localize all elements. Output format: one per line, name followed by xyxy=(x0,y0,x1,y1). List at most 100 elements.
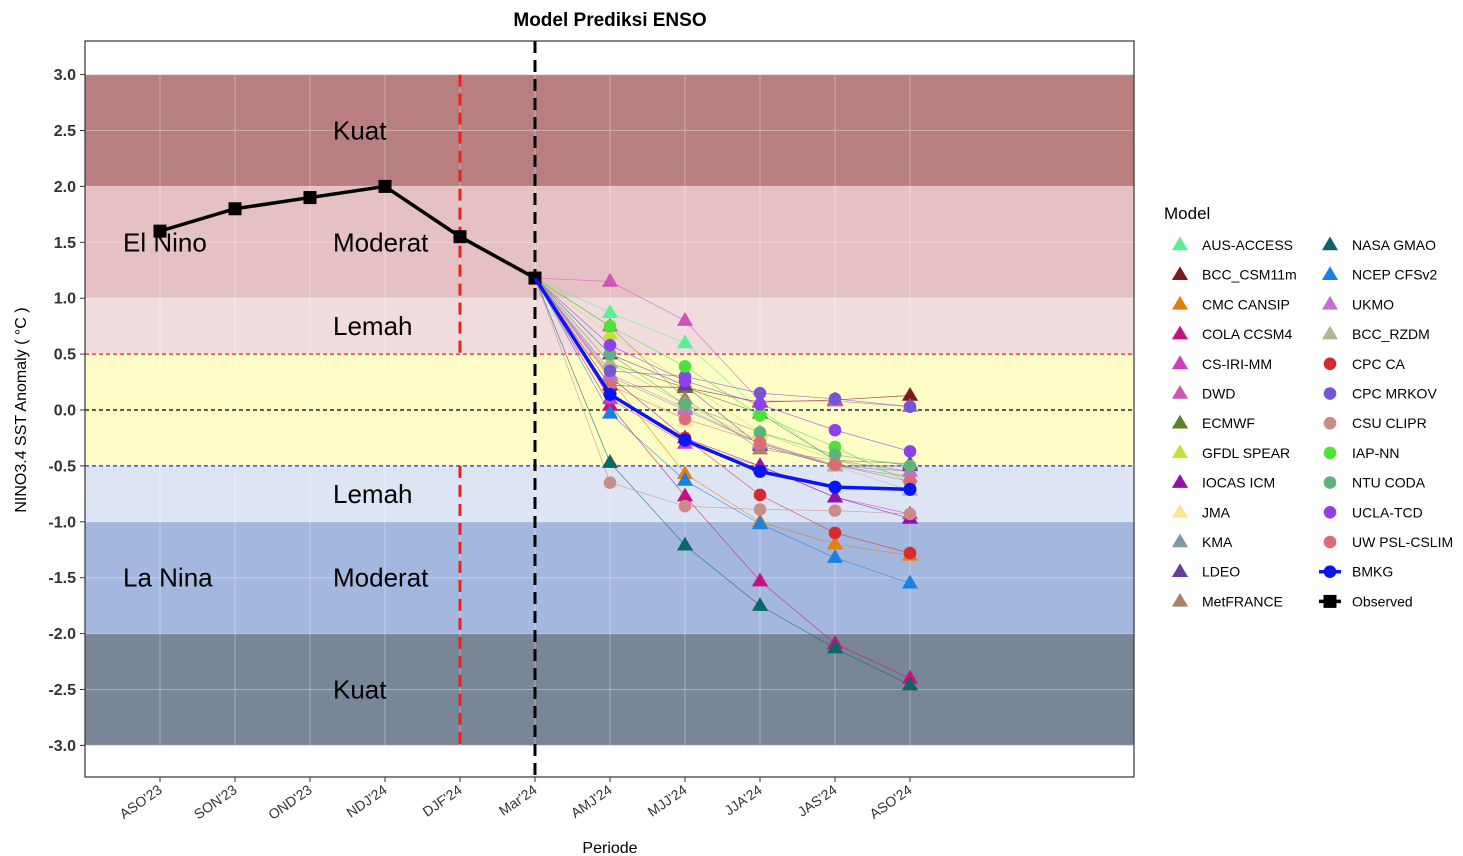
legend-item: DWD xyxy=(1171,385,1235,402)
legend-label: CPC MRKOV xyxy=(1352,386,1437,402)
model-point xyxy=(751,515,769,530)
legend-label: CSU CLIPR xyxy=(1352,415,1427,431)
x-tick-label: DJF'24 xyxy=(420,781,465,819)
model-series-line xyxy=(534,277,911,407)
model-point xyxy=(678,398,692,411)
legend-marker xyxy=(1171,563,1189,577)
y-axis: 3.0 2.5 2.0 1.5 1.0 0.5 0.0 -0.5 -1.0 -1.5 -2.0 -2.… xyxy=(48,67,85,755)
y-tick-label: 2.0 xyxy=(54,179,76,196)
model-point xyxy=(901,676,919,691)
legend-marker xyxy=(1171,295,1189,310)
model-point xyxy=(601,404,619,419)
model-point xyxy=(676,471,694,486)
legend-marker xyxy=(1323,565,1337,578)
model-point xyxy=(603,476,617,489)
category-band xyxy=(85,521,1134,634)
legend-item: CMC CANSIP xyxy=(1171,295,1290,312)
legend-marker xyxy=(1171,414,1189,429)
bmkg-point xyxy=(678,433,692,447)
legend-item: CS-IRI-MM xyxy=(1171,355,1272,372)
model-point xyxy=(826,639,844,654)
observed-point xyxy=(228,202,242,216)
legend-marker xyxy=(1323,387,1337,400)
model-point xyxy=(603,347,617,361)
legend-marker xyxy=(1321,295,1339,310)
model-point xyxy=(901,574,919,589)
bmkg-point xyxy=(828,480,842,494)
legend-item: JMA xyxy=(1171,503,1231,520)
model-point xyxy=(828,504,842,517)
legend-item: KMA xyxy=(1171,533,1233,550)
legend-marker xyxy=(1171,533,1189,548)
legend-marker xyxy=(1323,535,1337,549)
model-point xyxy=(828,392,842,406)
legend-item: COLA CCSM4 xyxy=(1171,325,1292,342)
model-point xyxy=(678,499,692,513)
legend-label: UCLA-TCD xyxy=(1352,504,1423,520)
x-tick-label: SON'23 xyxy=(191,781,240,822)
legend-marker xyxy=(1321,325,1339,340)
legend-item: AUS-ACCESS xyxy=(1171,236,1293,253)
legend-marker xyxy=(1171,503,1189,518)
observed-point xyxy=(303,191,317,205)
model-series-line xyxy=(534,277,911,556)
legend-item: MetFRANCE xyxy=(1171,592,1283,609)
model-point xyxy=(601,272,619,287)
model-point xyxy=(903,445,917,458)
model-point xyxy=(826,535,844,550)
model-point xyxy=(903,507,917,521)
band-label: La Nina xyxy=(123,563,213,593)
model-point xyxy=(753,386,767,400)
legend-label: BMKG xyxy=(1352,564,1393,580)
model-point xyxy=(601,454,619,468)
legend-marker xyxy=(1323,416,1337,430)
x-tick-label: Mar'24 xyxy=(496,781,540,819)
legend-item: Observed xyxy=(1319,593,1413,609)
model-point xyxy=(828,458,842,472)
legend-marker xyxy=(1171,474,1189,488)
y-tick-label: 0.5 xyxy=(54,347,76,364)
legend-label: GFDL SPEAR xyxy=(1202,445,1290,461)
model-series-line xyxy=(534,277,911,467)
bmkg-point xyxy=(903,482,917,496)
legend-item: IOCAS ICM xyxy=(1171,474,1275,491)
legend-item: CPC MRKOV xyxy=(1323,386,1437,402)
model-series-line xyxy=(534,277,911,686)
legend-marker xyxy=(1323,357,1337,371)
bmkg-point xyxy=(603,387,617,401)
model-point xyxy=(753,436,767,449)
model-point xyxy=(903,400,917,413)
y-tick-label: -1.0 xyxy=(48,514,76,531)
bmkg-line xyxy=(533,277,911,492)
legend-item: IAP-NN xyxy=(1323,445,1399,461)
legend-label: NCEP CFSv2 xyxy=(1352,267,1438,283)
model-point xyxy=(678,360,692,373)
model-point xyxy=(603,364,617,378)
legend-label: BCC_CSM11m xyxy=(1202,267,1297,283)
legend-title: Model xyxy=(1164,204,1210,223)
legend-item: LDEO xyxy=(1171,563,1240,580)
legend-label: MetFRANCE xyxy=(1202,593,1283,609)
model-point xyxy=(751,597,769,611)
y-tick-label: -1.5 xyxy=(48,570,76,587)
legend-item: UW PSL-CSLIM xyxy=(1323,534,1453,550)
band-label: Moderat xyxy=(333,563,429,593)
y-tick-label: 3.0 xyxy=(54,67,76,84)
y-tick-label: 1.0 xyxy=(54,291,76,308)
model-point xyxy=(676,312,694,326)
legend-label: ECMWF xyxy=(1202,415,1255,431)
legend-marker xyxy=(1321,266,1339,280)
model-series-line xyxy=(534,277,911,483)
legend-marker xyxy=(1171,592,1189,607)
model-series-line xyxy=(534,277,911,584)
category-band xyxy=(85,633,1134,746)
model-point xyxy=(828,423,842,437)
legend-marker xyxy=(1171,266,1189,280)
legend-label: AUS-ACCESS xyxy=(1202,237,1293,253)
legend-marker xyxy=(1323,594,1337,608)
legend-marker xyxy=(1171,385,1189,399)
legend-label: NTU CODA xyxy=(1352,475,1426,491)
legend-label: BCC_RZDM xyxy=(1352,326,1430,342)
